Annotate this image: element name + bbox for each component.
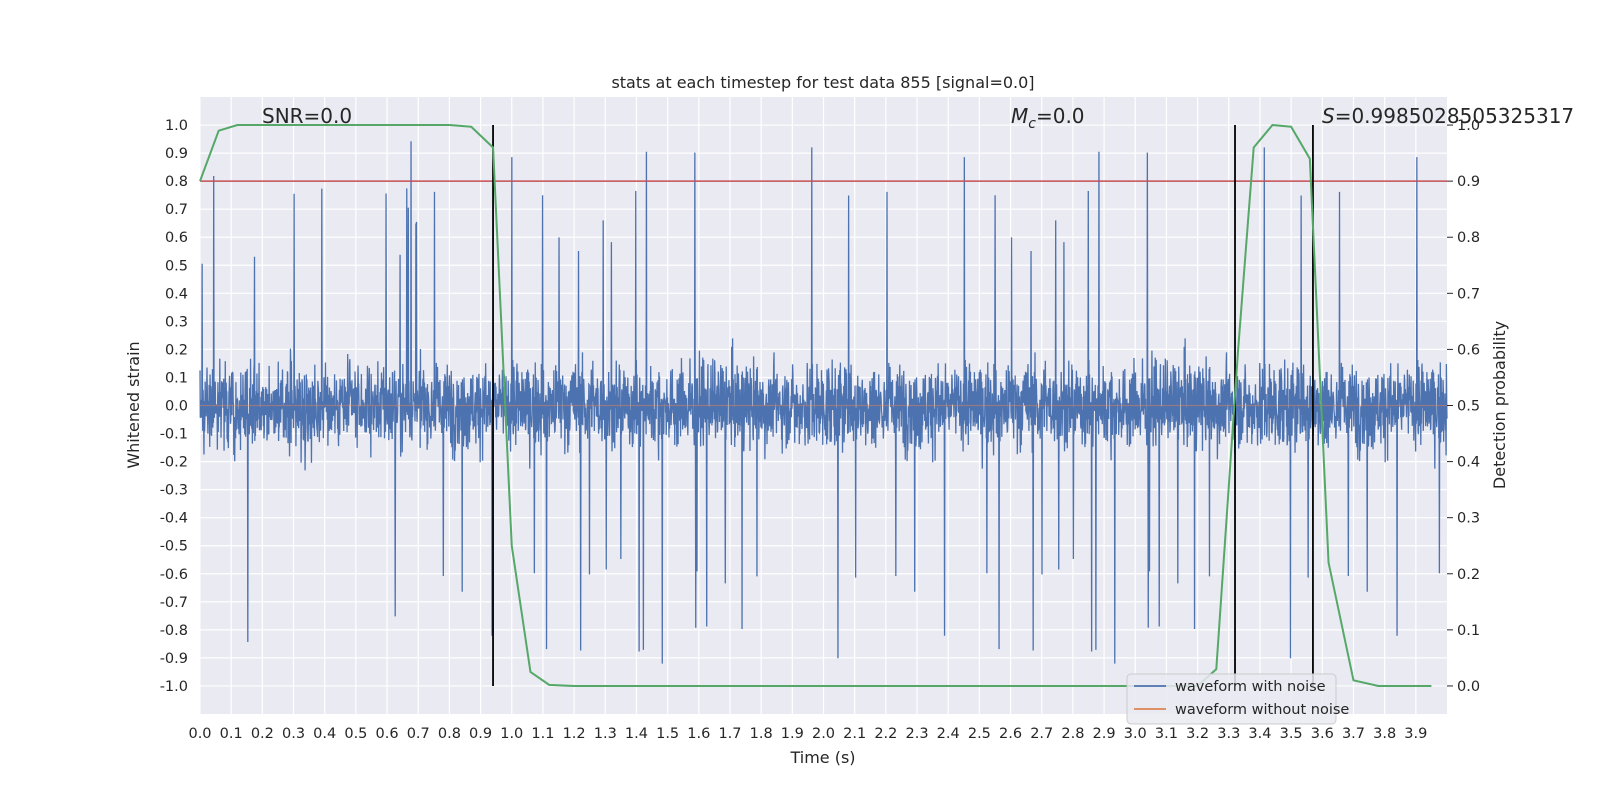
x-tick-label: 0.8 — [438, 726, 461, 742]
y-tick-label: -0.7 — [160, 595, 188, 611]
x-tick-label: 1.7 — [718, 726, 741, 742]
x-tick-label: 2.4 — [937, 726, 960, 742]
x-tick-label: 0.5 — [344, 726, 367, 742]
chirp-mass-subscript: c — [1028, 116, 1036, 132]
y2-tick-label: 1.0 — [1457, 118, 1480, 134]
y2-tick-label: 0.6 — [1457, 342, 1480, 358]
x-tick-label: 3.5 — [1280, 726, 1303, 742]
y-tick-label: -0.5 — [160, 539, 188, 555]
y2-tick-label: 0.0 — [1457, 679, 1480, 695]
y-tick-label: -0.2 — [160, 455, 188, 471]
x-tick-label: 2.9 — [1093, 726, 1116, 742]
legend-box — [1126, 673, 1337, 725]
y2-axis-label: Detection probability — [1490, 321, 1509, 489]
x-tick-label: 1.6 — [687, 726, 710, 742]
x-tick-label: 1.0 — [500, 726, 523, 742]
score-symbol: S — [1322, 104, 1335, 128]
x-tick-label: 1.9 — [781, 726, 804, 742]
x-tick-label: 0.4 — [313, 726, 336, 742]
x-tick-label: 2.3 — [905, 726, 928, 742]
legend: waveform with noise waveform without noi… — [1126, 673, 1349, 725]
y-tick-label: -0.6 — [160, 567, 188, 583]
y-tick-label: 1.0 — [165, 118, 188, 134]
x-tick-label: 3.2 — [1186, 726, 1209, 742]
y2-tick-label: 0.5 — [1457, 399, 1480, 415]
x-tick-label: 0.2 — [251, 726, 274, 742]
x-tick-label: 3.3 — [1217, 726, 1240, 742]
y-tick-label: 0.7 — [165, 202, 188, 218]
y-tick-label: -1.0 — [160, 679, 188, 695]
x-tick-label: 2.5 — [968, 726, 991, 742]
y2-tick-label: 0.7 — [1457, 286, 1480, 302]
x-tick-label: 0.7 — [407, 726, 430, 742]
x-tick-label: 1.1 — [531, 726, 554, 742]
snr-annotation: SNR=0.0 — [262, 104, 352, 128]
y2-tick-label: 0.8 — [1457, 230, 1480, 246]
x-tick-label: 3.8 — [1373, 726, 1396, 742]
x-tick-label: 1.3 — [594, 726, 617, 742]
chirp-mass-symbol: M — [1011, 104, 1028, 128]
y-tick-label: -0.9 — [160, 651, 188, 667]
detection-probability-line — [199, 124, 1432, 687]
y2-tick-label: 0.2 — [1457, 567, 1480, 583]
x-tick-label: 1.8 — [750, 726, 773, 742]
y-tick-label: 0.8 — [165, 174, 188, 190]
score-annotation: S=0.9985028505325317 — [1322, 104, 1574, 128]
y2-tick-label: 0.4 — [1457, 455, 1480, 471]
x-tick-label: 3.4 — [1248, 726, 1271, 742]
y-tick-label: 0.6 — [165, 230, 188, 246]
tick-layer: 0.0 0.1 0.2 0.3 0.4 0.5 0.6 0.7 0.8 0.9 1.0 1.1 1.2 1… — [160, 118, 1480, 742]
y-tick-label: 0.3 — [165, 314, 188, 330]
y-tick-label: 0.9 — [165, 146, 188, 162]
score-value: =0.9985028505325317 — [1335, 104, 1574, 128]
noise-waveform-line — [199, 141, 1448, 664]
chirp-mass-value: =0.0 — [1036, 104, 1085, 128]
x-tick-label: 3.1 — [1155, 726, 1178, 742]
y-tick-label: 0.5 — [165, 258, 188, 274]
x-tick-label: 3.6 — [1311, 726, 1334, 742]
chirp-mass-annotation: Mc=0.0 — [1011, 104, 1085, 132]
y2-tick-label: 0.1 — [1457, 623, 1480, 639]
y-tick-label: 0.1 — [165, 370, 188, 386]
x-tick-label: 1.5 — [656, 726, 679, 742]
overlay-layer — [199, 124, 1447, 687]
legend-label-noise: waveform with noise — [1175, 679, 1326, 695]
x-tick-label: 1.2 — [563, 726, 586, 742]
noise-series-layer — [199, 141, 1448, 664]
y-tick-label: -0.1 — [160, 427, 188, 443]
x-tick-label: 0.1 — [220, 726, 243, 742]
x-tick-label: 0.6 — [376, 726, 399, 742]
x-tick-label: 2.6 — [999, 726, 1022, 742]
y-tick-label: -0.8 — [160, 623, 188, 639]
y-tick-label: -0.4 — [160, 511, 188, 527]
x-tick-label: 2.1 — [843, 726, 866, 742]
y-tick-label: 0.4 — [165, 286, 188, 302]
x-tick-label: 0.3 — [282, 726, 305, 742]
x-tick-label: 3.7 — [1342, 726, 1365, 742]
chart-title: stats at each timestep for test data 855… — [611, 73, 1034, 92]
x-tick-label: 0.0 — [188, 726, 211, 742]
x-tick-label: 1.4 — [625, 726, 648, 742]
y-tick-label: -0.3 — [160, 483, 188, 499]
x-axis-label: Time (s) — [789, 748, 855, 767]
x-tick-label: 2.0 — [812, 726, 835, 742]
x-tick-label: 2.8 — [1061, 726, 1084, 742]
x-tick-label: 3.0 — [1124, 726, 1147, 742]
x-tick-label: 3.9 — [1404, 726, 1427, 742]
x-tick-label: 0.9 — [469, 726, 492, 742]
y-tick-label: 0.2 — [165, 342, 188, 358]
legend-label-clean: waveform without noise — [1175, 702, 1349, 718]
x-tick-label: 2.7 — [1030, 726, 1053, 742]
x-tick-label: 2.2 — [874, 726, 897, 742]
y-axis-label: Whitened strain — [124, 341, 143, 468]
y-tick-label: 0.0 — [165, 399, 188, 415]
y2-tick-label: 0.9 — [1457, 174, 1480, 190]
y2-tick-label: 0.3 — [1457, 511, 1480, 527]
